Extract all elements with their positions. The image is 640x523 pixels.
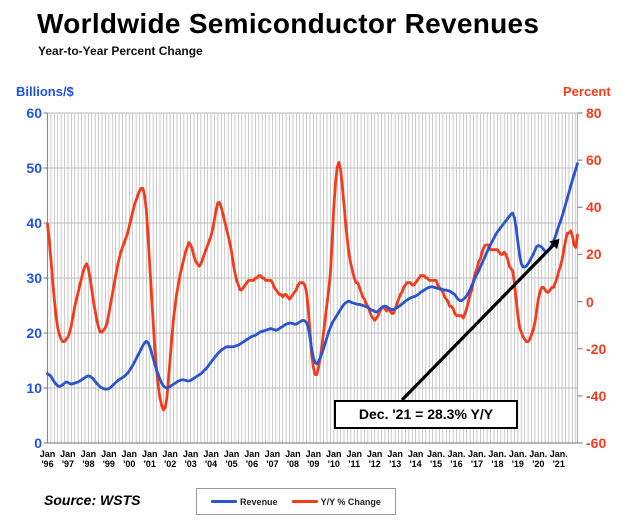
x-axis-tick-label: Jan '07 [264, 449, 281, 469]
page-title: Worldwide Semiconductor Revenues [37, 8, 540, 39]
x-axis-tick-label: Jan '12 [366, 449, 383, 469]
x-axis-tick-label: Jan. '17 [467, 449, 486, 469]
right-axis-tick-label: -20 [586, 340, 607, 357]
x-axis-tick-label: Jan '05 [223, 449, 240, 469]
right-axis-tick-label: 40 [586, 199, 602, 216]
x-axis-tick-label: Jan '98 [80, 449, 97, 469]
x-axis-tick-label: Jan '10 [326, 449, 342, 469]
revenue-line [46, 162, 579, 391]
x-axis-tick-label: Jan. '20 [529, 449, 548, 469]
annotation-callout: Dec. '21 = 28.3% Y/Y [334, 400, 518, 429]
annotation-arrow [400, 244, 555, 402]
x-axis-tick-label: Jan '96 [39, 449, 56, 469]
x-axis-tick-label: Jan '11 [346, 449, 362, 469]
annotation-arrowhead [549, 238, 560, 250]
legend-label: Y/Y % Change [320, 496, 381, 507]
legend-item: Revenue [211, 497, 278, 507]
right-axis-title: Percent [563, 84, 611, 99]
x-axis-tick-label: Jan. '18 [488, 449, 507, 469]
right-axis-tick-label: 80 [586, 105, 602, 121]
legend: Revenue Y/Y % Change [196, 488, 396, 515]
right-axis-tick-label: -60 [586, 435, 607, 451]
x-axis-tick-label: Jan '01 [141, 449, 158, 469]
legend-line-swatch [291, 500, 318, 503]
x-axis-tick-label: Jan '02 [162, 449, 178, 469]
right-axis-tick-label: 20 [586, 246, 602, 263]
left-axis-tick-label: 20 [26, 325, 42, 341]
right-axis-tick-label: 60 [586, 152, 602, 169]
x-axis-tick-label: Jan '03 [182, 449, 199, 469]
legend-item: Y/Y % Change [291, 496, 381, 507]
x-axis-tick-label: Jan '14 [407, 449, 424, 469]
x-axis-tick-label: Jan '97 [60, 449, 76, 469]
x-axis-tick-label: Jan '99 [101, 449, 117, 469]
right-axis-tick-label: 0 [586, 293, 594, 310]
left-axis-tick-label: 0 [34, 435, 42, 451]
x-axis-tick-label: Jan '09 [305, 449, 322, 469]
x-axis-tick-label: Jan. '15 [427, 449, 446, 469]
left-axis-tick-label: 10 [26, 380, 42, 396]
x-axis-tick-label: Jan. '19 [508, 449, 527, 469]
source-credit: Source: WSTS [44, 492, 141, 508]
left-axis-tick-label: 40 [26, 215, 42, 231]
left-axis-tick-label: 60 [26, 105, 42, 121]
x-axis-tick-label: Jan '00 [121, 449, 138, 469]
x-axis-tick-label: Jan. '16 [447, 449, 466, 469]
x-axis-tick-label: Jan '06 [244, 449, 260, 469]
left-axis-title: Billions/$ [16, 84, 74, 99]
page-subtitle: Year-to-Year Percent Change [38, 44, 203, 58]
x-axis-tick-label: Jan. '21 [549, 449, 568, 469]
x-axis-tick-label: Jan '08 [285, 449, 301, 469]
x-axis-tick-label: Jan '13 [387, 449, 403, 469]
left-axis-tick-label: 30 [26, 270, 42, 286]
x-axis-tick-label: Jan '04 [203, 449, 219, 469]
legend-line-swatch [211, 500, 238, 503]
left-axis-tick-label: 50 [26, 160, 42, 176]
legend-label: Revenue [240, 496, 278, 507]
right-axis-tick-label: -40 [586, 387, 607, 404]
